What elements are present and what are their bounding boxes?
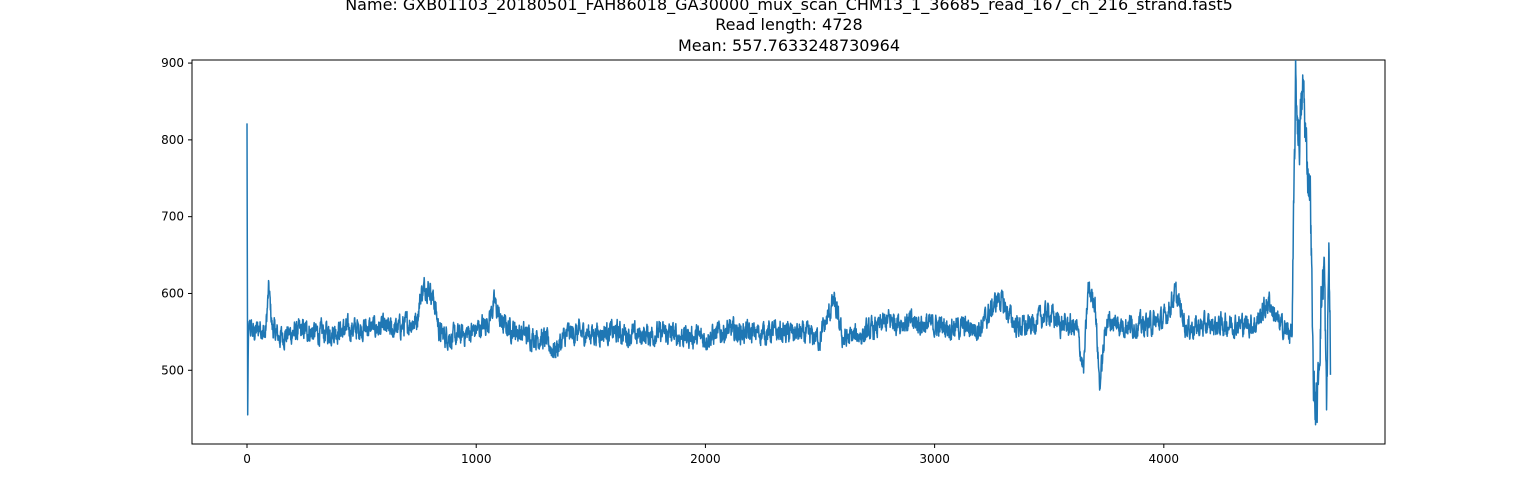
x-axis: 0 1000 2000 3000 4000 — [243, 444, 1179, 466]
y-tick-label: 600 — [161, 286, 184, 300]
series-layer — [246, 60, 1332, 426]
y-axis: 500 600 700 800 900 — [161, 56, 192, 377]
y-tick-label: 700 — [161, 210, 184, 224]
chart-title-read-length: Read length: 4728 — [715, 15, 862, 34]
y-tick-label: 800 — [161, 133, 184, 147]
x-tick-label: 0 — [243, 452, 251, 466]
chart-title-name: Name: GXB01103_20180501_FAH86018_GA30000… — [345, 0, 1233, 15]
y-tick-label: 500 — [161, 363, 184, 377]
chart-title-group: Name: GXB01103_20180501_FAH86018_GA30000… — [345, 0, 1233, 55]
x-tick-label: 4000 — [1149, 452, 1180, 466]
chart-title-mean: Mean: 557.7633248730964 — [678, 36, 900, 55]
x-tick-label: 1000 — [461, 452, 492, 466]
y-tick-label: 900 — [161, 56, 184, 70]
x-tick-label: 3000 — [919, 452, 950, 466]
plot-area — [191, 59, 1386, 445]
x-tick-label: 2000 — [690, 452, 721, 466]
signal-series-line — [246, 60, 1332, 426]
